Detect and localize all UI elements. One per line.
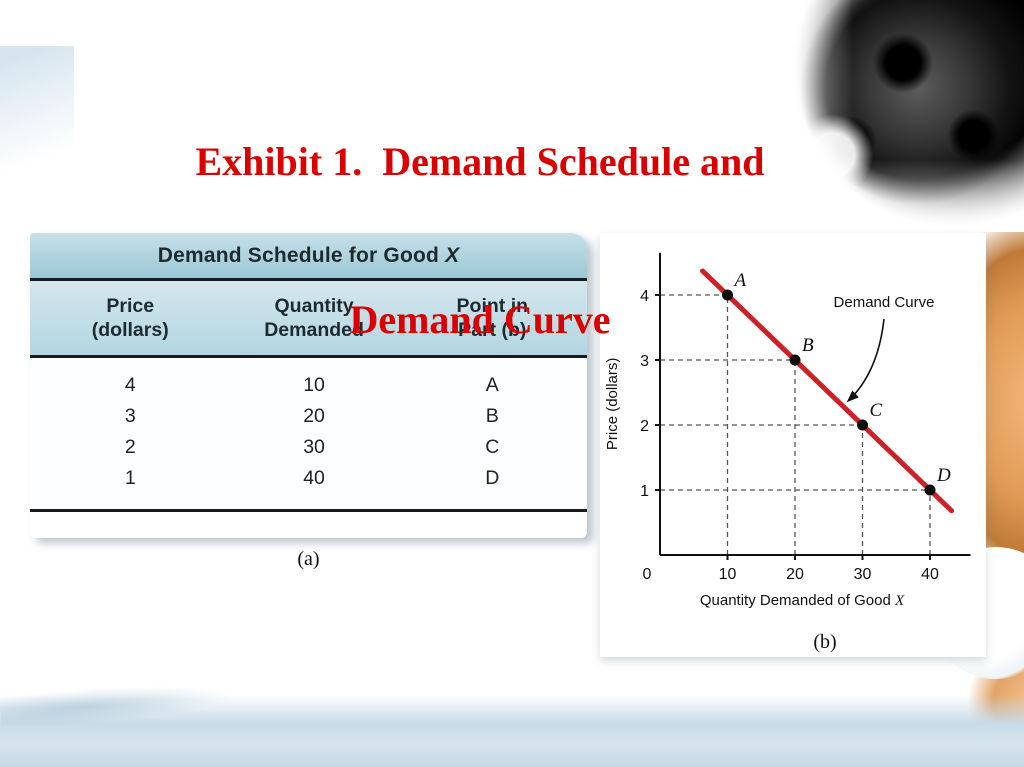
y-axis-label: Price (dollars) [604,358,621,451]
slide-title-line1: Exhibit 1. Demand Schedule and [195,138,765,184]
table-title-text: Demand Schedule for Good [157,244,446,267]
table-rule-top [30,278,587,281]
table-cell-point: B [485,404,499,427]
y-tick-label: 3 [640,353,649,370]
table-header-row: Price (dollars) Quantity Demanded Point … [30,281,587,355]
slide-title: Exhibit 1. Demand Schedule and Demand Cu… [40,30,920,452]
column-header-point: Point in Part (b) [456,295,529,342]
demand-curve-line [700,268,955,514]
point-label-C: C [870,400,883,421]
soccer-ball-photo [772,0,1024,242]
y-tick-label: 2 [640,418,649,435]
x-tick-label: 40 [921,566,939,583]
x-tick-label: 0 [643,566,652,583]
y-tick-label: 4 [640,288,649,305]
x-axis-label: Quantity Demanded of Good X [700,592,905,609]
table-rule-bottom [30,508,587,512]
demand-curve-panel: 1 2 3 4 0 10 20 30 40 A B C D Demand Curve Price (doll… [600,233,986,657]
annotation-demand-curve: Demand Curve [834,294,935,311]
x-tick-label: 30 [854,566,872,583]
demand-schedule-panel: Demand Schedule for Good X Price (dollar… [30,233,587,571]
table-footer-padding [30,511,587,538]
table-cell-point: C [485,436,500,459]
table-cell-price: 4 [124,373,136,396]
slide-title-line2: Demand Curve [349,296,611,342]
table-body: 4 10 A 3 20 B 2 30 C 1 40 D [30,357,587,509]
table-title-italic-x: X [445,244,460,267]
table-cell-price: 2 [124,436,136,459]
table-cell-quantity: 30 [303,436,325,459]
point-label-B: B [802,335,814,356]
annotation-arrow [846,318,885,403]
panel-label-a: (a) [297,547,320,570]
point-label-A: A [733,270,747,291]
point-label-D: D [936,465,951,486]
table-cell-point: D [485,467,500,490]
table-cell-price: 1 [124,467,136,490]
panel-label-b: (b) [813,631,837,653]
top-left-wisp [0,46,74,256]
table-cell-point: A [485,373,499,396]
table-cell-quantity: 10 [303,373,325,396]
table-cell-quantity: 40 [303,467,325,490]
data-point-D [924,484,936,496]
demand-schedule-table: Demand Schedule for Good X Price (dollar… [30,233,587,538]
y-tick-label: 1 [640,483,649,500]
data-point-A [722,289,733,301]
table-rule-middle [30,354,587,358]
data-point-C [857,419,868,431]
table-title: Demand Schedule for Good X [30,233,587,278]
x-tick-label: 10 [719,566,737,583]
column-header-price: Price (dollars) [91,295,169,342]
column-header-quantity: Quantity Demanded [264,295,364,342]
x-tick-label: 20 [786,566,804,583]
table-cell-quantity: 20 [303,404,325,427]
table-cell-price: 3 [124,404,136,427]
data-point-B [789,354,801,366]
